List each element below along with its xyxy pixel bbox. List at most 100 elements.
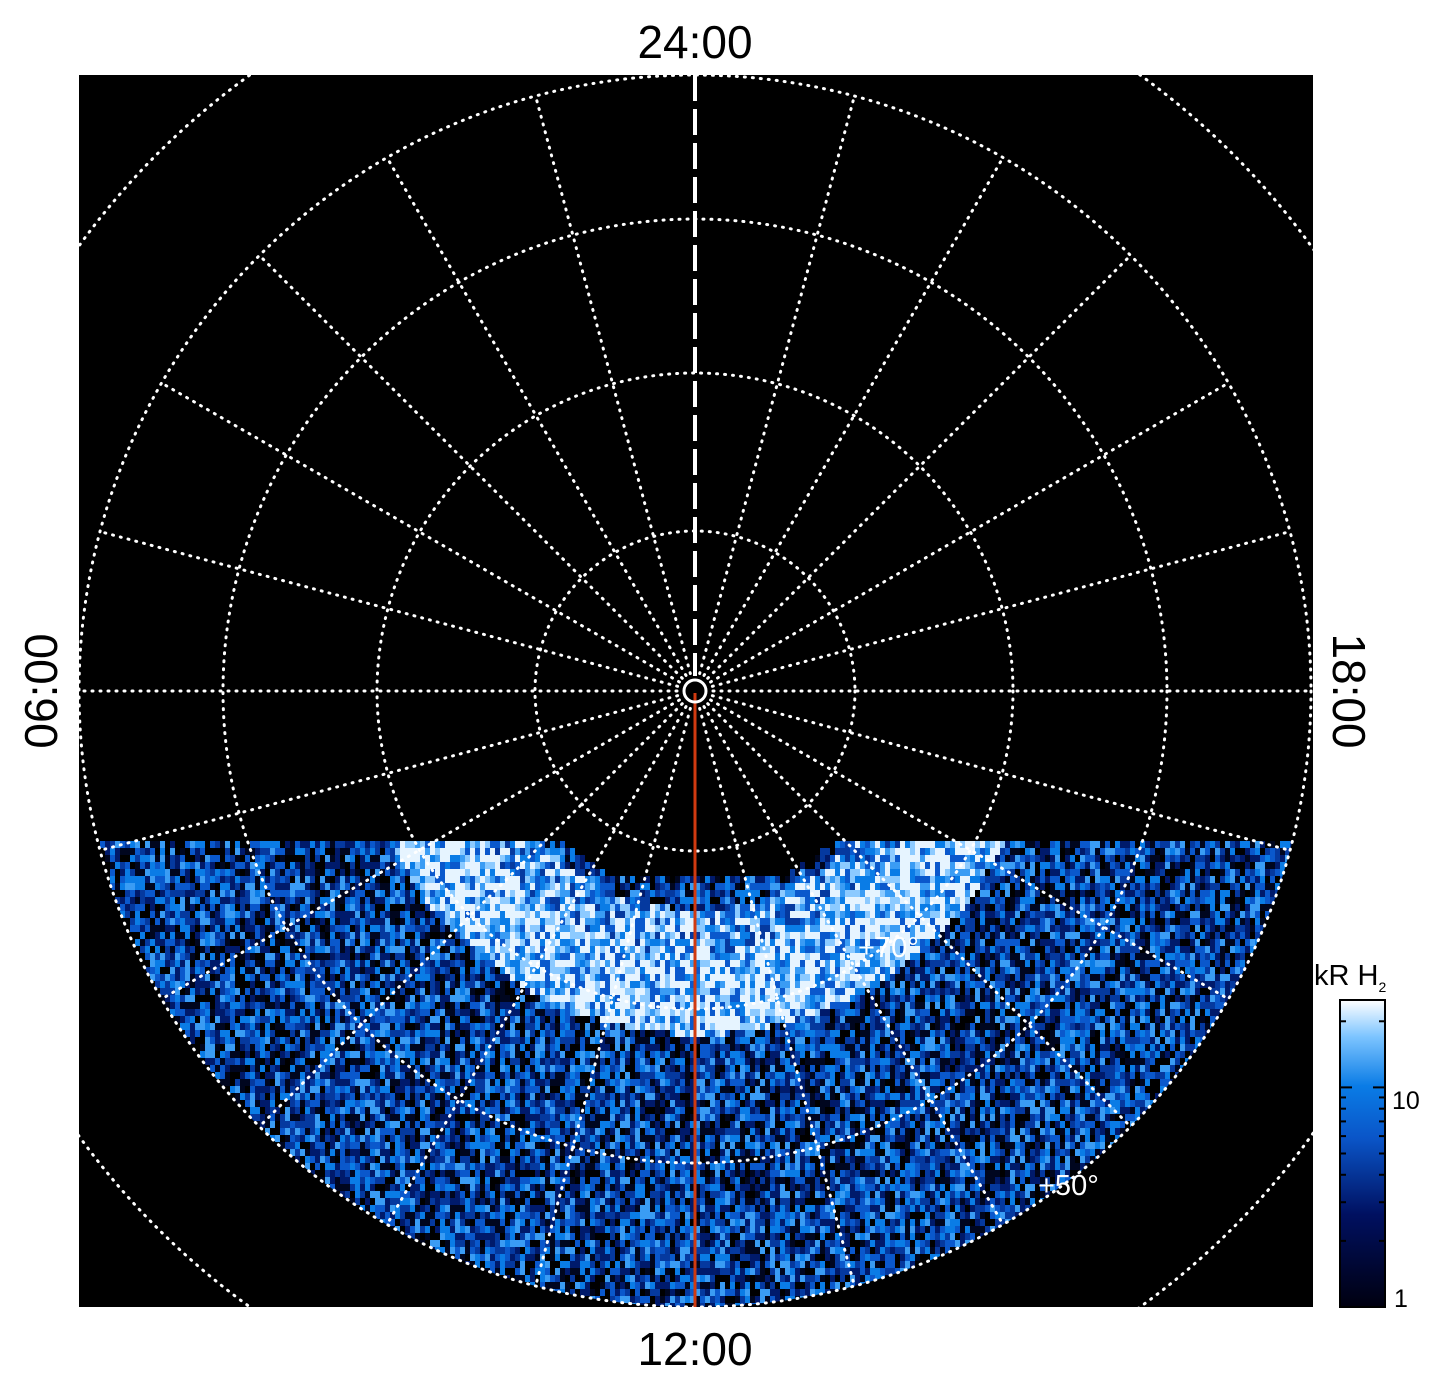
emission-pixel: [405, 988, 410, 995]
emission-pixel: [1145, 946, 1150, 953]
emission-pixel: [175, 974, 180, 981]
emission-pixel: [1080, 890, 1085, 897]
emission-pixel: [1180, 841, 1185, 848]
emission-pixel: [700, 925, 705, 932]
emission-pixel: [980, 988, 985, 995]
emission-pixel: [530, 988, 535, 995]
emission-pixel: [1025, 904, 1030, 911]
emission-pixel: [110, 869, 115, 876]
emission-pixel: [1040, 883, 1045, 890]
emission-pixel: [385, 841, 390, 848]
emission-pixel: [1100, 967, 1105, 974]
emission-pixel: [570, 862, 575, 869]
emission-pixel: [1120, 876, 1125, 883]
emission-pixel: [985, 939, 990, 946]
emission-pixel: [945, 995, 950, 1002]
emission-pixel: [1030, 939, 1035, 946]
emission-pixel: [755, 918, 760, 925]
emission-pixel: [355, 904, 360, 911]
emission-pixel: [395, 862, 400, 869]
emission-pixel: [960, 883, 965, 890]
emission-pixel: [1270, 897, 1275, 904]
emission-pixel: [970, 862, 975, 869]
emission-pixel: [925, 911, 930, 918]
emission-pixel: [1060, 848, 1065, 855]
emission-pixel: [360, 995, 365, 1002]
emission-pixel: [425, 862, 430, 869]
emission-pixel: [1235, 883, 1240, 890]
emission-pixel: [835, 981, 840, 988]
emission-pixel: [595, 918, 600, 925]
emission-pixel: [450, 897, 455, 904]
emission-pixel: [545, 848, 550, 855]
emission-pixel: [440, 855, 445, 862]
emission-pixel: [790, 876, 795, 883]
emission-pixel: [495, 939, 500, 946]
emission-pixel: [880, 897, 885, 904]
emission-pixel: [1065, 981, 1070, 988]
emission-pixel: [795, 953, 800, 960]
emission-pixel: [235, 841, 240, 848]
emission-pixel: [1215, 883, 1220, 890]
emission-pixel: [795, 869, 800, 876]
emission-pixel: [1150, 953, 1155, 960]
emission-pixel: [855, 932, 860, 939]
emission-pixel: [520, 876, 525, 883]
emission-pixel: [220, 869, 225, 876]
emission-pixel: [435, 960, 440, 967]
emission-pixel: [1015, 890, 1020, 897]
emission-pixel: [255, 841, 260, 848]
emission-pixel: [1095, 995, 1100, 1002]
emission-pixel: [450, 925, 455, 932]
emission-pixel: [930, 967, 935, 974]
emission-pixel: [500, 939, 505, 946]
emission-pixel: [935, 995, 940, 1002]
emission-pixel: [750, 981, 755, 988]
emission-pixel: [810, 897, 815, 904]
emission-pixel: [1160, 883, 1165, 890]
emission-pixel: [435, 988, 440, 995]
emission-pixel: [680, 974, 685, 981]
emission-pixel: [1125, 981, 1130, 988]
emission-pixel: [150, 897, 155, 904]
emission-pixel: [340, 869, 345, 876]
emission-pixel: [700, 981, 705, 988]
emission-pixel: [610, 967, 615, 974]
emission-pixel: [930, 925, 935, 932]
emission-pixel: [775, 988, 780, 995]
emission-pixel: [980, 897, 985, 904]
emission-pixel: [975, 890, 980, 897]
emission-pixel: [855, 841, 860, 848]
emission-pixel: [795, 911, 800, 918]
emission-pixel: [315, 988, 320, 995]
emission-pixel: [295, 946, 300, 953]
emission-pixel: [1205, 946, 1210, 953]
emission-pixel: [940, 862, 945, 869]
emission-pixel: [1145, 897, 1150, 904]
emission-pixel: [520, 939, 525, 946]
emission-pixel: [240, 862, 245, 869]
emission-pixel: [405, 981, 410, 988]
emission-pixel: [1220, 897, 1225, 904]
emission-pixel: [305, 981, 310, 988]
emission-pixel: [990, 946, 995, 953]
emission-pixel: [1125, 988, 1130, 995]
emission-pixel: [250, 925, 255, 932]
emission-pixel: [180, 897, 185, 904]
emission-pixel: [1115, 904, 1120, 911]
emission-pixel: [675, 883, 680, 890]
emission-pixel: [980, 883, 985, 890]
emission-pixel: [670, 918, 675, 925]
emission-pixel: [225, 960, 230, 967]
emission-pixel: [800, 862, 805, 869]
emission-pixel: [620, 876, 625, 883]
emission-pixel: [940, 995, 945, 1002]
emission-pixel: [1200, 855, 1205, 862]
emission-pixel: [230, 925, 235, 932]
emission-pixel: [1095, 981, 1100, 988]
emission-pixel: [1130, 890, 1135, 897]
emission-pixel: [1040, 890, 1045, 897]
emission-pixel: [210, 890, 215, 897]
emission-pixel: [705, 883, 710, 890]
emission-pixel: [545, 974, 550, 981]
